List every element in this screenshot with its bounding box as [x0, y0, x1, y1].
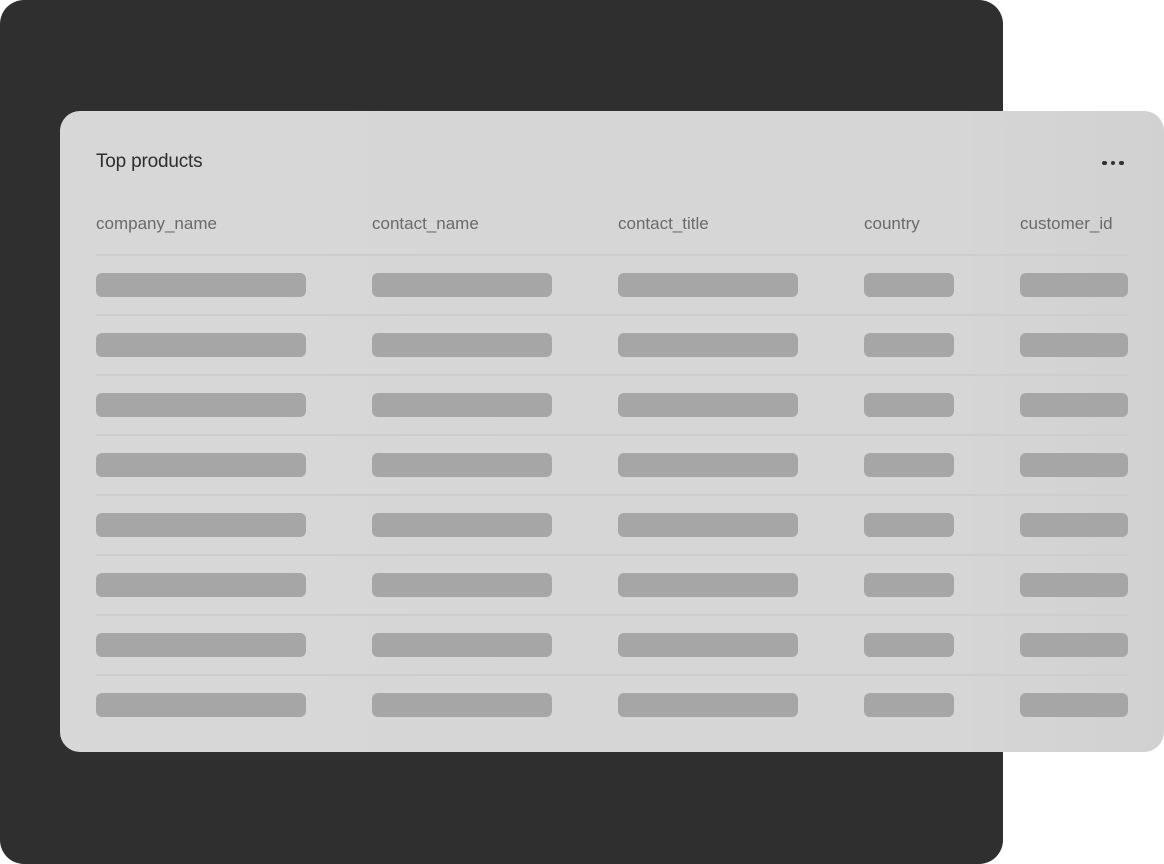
card-title: Top products [96, 151, 203, 172]
skeleton-cell [96, 573, 306, 597]
skeleton-cell [1020, 333, 1128, 357]
skeleton-cell [96, 453, 306, 477]
skeleton-cell [96, 273, 306, 297]
top-products-card: Top products company_name contact_name c… [60, 111, 1164, 752]
more-options-icon[interactable] [1102, 157, 1130, 169]
skeleton-cell [618, 633, 798, 657]
skeleton-cell [618, 273, 798, 297]
skeleton-cell [1020, 573, 1128, 597]
skeleton-cell [372, 273, 552, 297]
skeleton-cell [618, 573, 798, 597]
row-divider [96, 614, 1128, 616]
skeleton-cell [864, 573, 954, 597]
skeleton-cell [96, 393, 306, 417]
skeleton-cell [372, 693, 552, 717]
skeleton-cell [1020, 273, 1128, 297]
skeleton-cell [618, 693, 798, 717]
skeleton-cell [864, 333, 954, 357]
row-divider [96, 674, 1128, 676]
skeleton-cell [96, 513, 306, 537]
skeleton-cell [1020, 633, 1128, 657]
column-header-customer-id[interactable]: customer_id [1020, 214, 1113, 233]
skeleton-cell [618, 453, 798, 477]
skeleton-cell [96, 333, 306, 357]
column-header-company-name[interactable]: company_name [96, 214, 217, 233]
skeleton-cell [1020, 513, 1128, 537]
row-divider [96, 554, 1128, 556]
row-divider [96, 374, 1128, 376]
skeleton-cell [864, 513, 954, 537]
skeleton-cell [372, 573, 552, 597]
skeleton-cell [1020, 693, 1128, 717]
skeleton-cell [1020, 453, 1128, 477]
skeleton-cell [372, 453, 552, 477]
skeleton-cell [372, 633, 552, 657]
skeleton-cell [864, 393, 954, 417]
skeleton-cell [618, 513, 798, 537]
column-header-contact-title[interactable]: contact_title [618, 214, 709, 233]
column-header-country[interactable]: country [864, 214, 920, 233]
skeleton-cell [372, 333, 552, 357]
skeleton-cell [864, 693, 954, 717]
skeleton-cell [618, 333, 798, 357]
row-divider [96, 314, 1128, 316]
skeleton-cell [372, 393, 552, 417]
skeleton-cell [618, 393, 798, 417]
column-header-contact-name[interactable]: contact_name [372, 214, 479, 233]
row-divider [96, 494, 1128, 496]
skeleton-cell [1020, 393, 1128, 417]
skeleton-cell [864, 453, 954, 477]
row-divider [96, 434, 1128, 436]
row-divider [96, 254, 1128, 256]
skeleton-cell [864, 633, 954, 657]
skeleton-cell [96, 693, 306, 717]
skeleton-cell [372, 513, 552, 537]
skeleton-cell [864, 273, 954, 297]
skeleton-cell [96, 633, 306, 657]
